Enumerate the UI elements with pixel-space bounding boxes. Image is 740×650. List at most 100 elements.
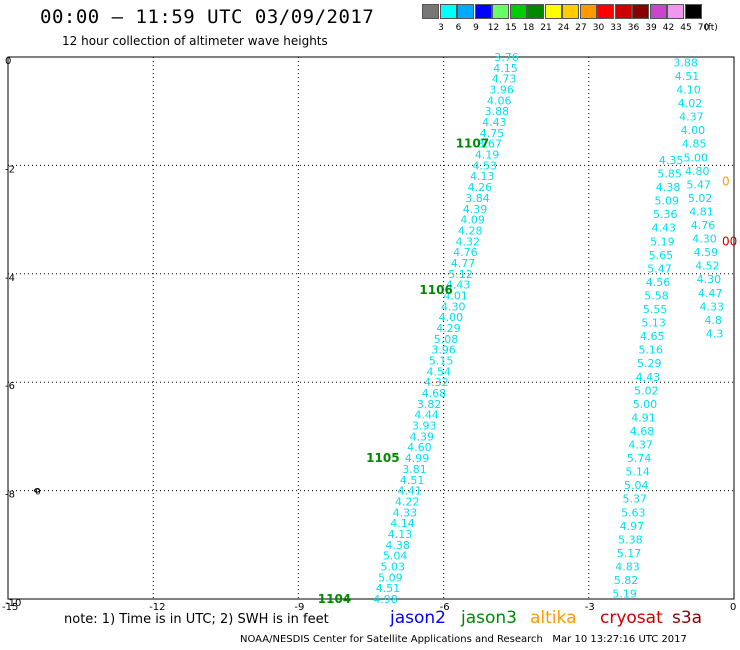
legend-swatch <box>544 4 562 19</box>
swh-value: 3.82 <box>417 398 442 411</box>
swh-value: 5.65 <box>649 249 674 262</box>
legend-swatch <box>579 4 597 19</box>
legend-label: 18 <box>522 23 535 33</box>
swh-value: 4.53 <box>472 159 497 172</box>
legend-swatch <box>632 4 649 19</box>
x-tick-label: -12 <box>149 602 165 613</box>
swh-value: 4.35 <box>659 154 684 167</box>
legend-label: 45 <box>680 23 692 33</box>
swh-value: 4.85 <box>682 138 707 151</box>
y-tick-label: -6 <box>5 381 15 392</box>
footer-note: note: 1) Time is in UTC; 2) SWH is in fe… <box>64 612 329 627</box>
legend-swatch <box>492 4 509 19</box>
swh-value: 4.00 <box>681 124 706 137</box>
swh-value: 4.09 <box>460 214 485 227</box>
legend-label: 12 <box>487 23 500 33</box>
swh-value: 5.02 <box>634 384 659 397</box>
satellite-jason3: jason3 <box>461 608 517 628</box>
swh-value: 5.04 <box>383 550 408 563</box>
swh-value: 5.17 <box>617 547 642 560</box>
swh-value: 3.93 <box>412 420 437 433</box>
swh-value: 4.76 <box>453 246 478 259</box>
island-label: 0 <box>35 488 41 498</box>
swh-value: 4.30 <box>697 273 722 286</box>
swh-value: 4.15 <box>493 62 518 75</box>
legend-label: 70 <box>697 23 710 33</box>
swh-value: 4.51 <box>376 582 401 595</box>
satellite-s3a: s3a <box>672 608 703 628</box>
swh-value: 3.84 <box>465 192 490 205</box>
swh-value: 4.91 <box>631 411 656 424</box>
swh-value: 4.01 <box>443 289 468 302</box>
edge-value: 0 <box>722 175 730 189</box>
legend-swatch <box>422 4 439 19</box>
swh-value: 5.19 <box>650 235 675 248</box>
swh-value: 4.30 <box>441 300 466 313</box>
swh-value: 5.36 <box>653 208 678 221</box>
y-tick-label: -10 <box>5 598 21 609</box>
wave-height-legend: 3 6 9 12 15 18 21 24 27 30 33 36 39 42 45 70 (ft) <box>422 4 732 34</box>
edge-value: 00 <box>722 234 737 248</box>
rev-label-1104: 1104 <box>318 592 351 606</box>
swh-value: 4.68 <box>630 425 655 438</box>
legend-swatch <box>614 4 632 19</box>
legend-swatch <box>649 4 667 19</box>
swh-value: 5.47 <box>686 178 711 191</box>
swh-value: 5.03 <box>381 560 406 573</box>
swh-value: 4.14 <box>390 517 415 530</box>
legend-swatch <box>667 4 684 19</box>
swh-value: 5.16 <box>639 344 664 357</box>
swh-value: 4.3 <box>706 327 724 340</box>
map-subtitle: 12 hour collection of altimeter wave hei… <box>62 34 328 48</box>
swh-value: 4.52 <box>695 260 720 273</box>
swh-value: 4.43 <box>636 371 661 384</box>
swh-value: 4.06 <box>487 94 512 107</box>
swh-value: 5.19 <box>612 588 637 601</box>
swh-value: 4.43 <box>652 222 677 235</box>
swh-value: 3.96 <box>431 344 456 357</box>
swh-value: 4.68 <box>422 387 447 400</box>
x-tick-label: -9 <box>294 602 304 613</box>
swh-value: 4.39 <box>463 203 488 216</box>
swh-value: 5.12 <box>448 268 473 281</box>
swh-value: 5.55 <box>643 303 668 316</box>
satellite-jason2: jason2 <box>390 608 446 628</box>
swh-value: 4.47 <box>698 287 723 300</box>
swh-value: 5.58 <box>644 289 669 302</box>
swh-value: 4.51 <box>400 474 425 487</box>
swh-value: 4.37 <box>628 439 653 452</box>
x-tick-label: -3 <box>585 602 595 613</box>
swh-value: 4.99 <box>405 452 430 465</box>
swh-value: 4.13 <box>388 528 413 541</box>
swh-value: 4.73 <box>492 73 517 86</box>
swh-value: 5.02 <box>688 192 713 205</box>
swh-value: 5.82 <box>614 574 639 587</box>
rev-label-1107: 1107 <box>456 137 489 151</box>
legend-swatch <box>684 4 702 19</box>
swh-value: 4.10 <box>676 84 701 97</box>
swh-value: 4.32 <box>424 376 449 389</box>
swh-value: 4.43 <box>482 116 507 129</box>
swh-value: 5.13 <box>641 317 666 330</box>
x-tick-label: -6 <box>440 602 450 613</box>
map-frame <box>7 56 735 600</box>
y-tick-label: -4 <box>5 273 15 284</box>
swh-value: 4.98 <box>373 593 398 606</box>
legend-unit: (ft) <box>704 23 718 33</box>
swh-value: 4.19 <box>475 149 500 162</box>
credits-timestamp: Mar 10 13:27:16 UTC 2017 <box>552 634 687 645</box>
legend-label: 24 <box>557 23 570 33</box>
legend-label: 6 <box>455 23 462 33</box>
swh-value: 4.41 <box>397 485 422 498</box>
legend-label: 9 <box>473 23 479 33</box>
legend-label: 39 <box>645 23 657 33</box>
swh-value: 4.76 <box>691 219 716 232</box>
swh-value: 4.38 <box>656 181 681 194</box>
swh-value: 3.67 <box>477 138 502 151</box>
swh-value: 3.96 <box>489 84 514 97</box>
swh-value: 5.63 <box>621 506 646 519</box>
swh-value: 4.65 <box>640 330 665 343</box>
swh-value: 4.77 <box>451 257 476 270</box>
swh-value: 4.28 <box>458 224 483 237</box>
